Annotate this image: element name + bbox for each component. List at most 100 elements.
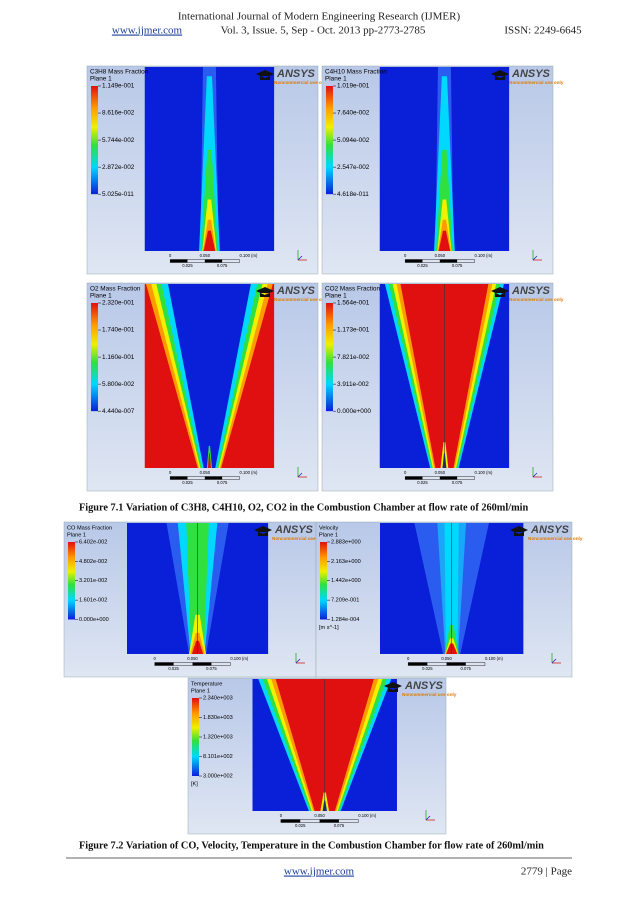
color-bar	[320, 542, 327, 620]
scale-label: 0.025	[295, 823, 306, 828]
legend-label: 2.163e+000	[331, 559, 361, 565]
scale-bar	[280, 819, 301, 823]
scale-bar	[405, 259, 423, 263]
scale-label: 0.025	[422, 666, 433, 671]
legend-label: 2.547e-002	[337, 164, 370, 171]
scale-label: 0.100 (m)	[474, 253, 493, 258]
scale-label: 0.100 (m)	[239, 470, 258, 475]
logo-note: Noncommercial use only	[509, 297, 564, 302]
header-volume: Vol. 3, Issue. 5, Sep - Oct. 2013 pp-277…	[221, 25, 426, 37]
legend-label: 1.601e-002	[79, 598, 107, 604]
legend-label: 1.173e-001	[337, 327, 370, 334]
legend-label: 1.564e-001	[337, 300, 370, 307]
color-bar	[68, 542, 75, 620]
legend-label: 7.821e-002	[337, 354, 370, 361]
legend-label: 1.442e+000	[331, 578, 361, 584]
legend-label: 8.616e-002	[102, 110, 135, 117]
legend-label: 2.872e-002	[102, 164, 135, 171]
legend-label: 2.320e-001	[102, 300, 135, 307]
legend-title: Plane 1	[325, 293, 347, 300]
scale-label: 0.100 (m)	[230, 656, 249, 661]
scale-label: 0.100 (m)	[485, 656, 504, 661]
scale-bar	[439, 476, 458, 480]
legend-title: CO2 Mass Fraction	[325, 286, 380, 293]
contour-band	[168, 284, 251, 468]
scale-label: 0	[169, 253, 172, 258]
logo-hat	[256, 287, 274, 297]
legend-label: 4.618e-011	[337, 191, 369, 198]
scale-label: 0	[154, 656, 157, 661]
legend-title: C4H10 Mass Fraction	[325, 69, 387, 76]
legend-label: 1.320e+003	[203, 734, 233, 740]
scale-label: 0.075	[217, 263, 228, 268]
scale-label: 0	[280, 813, 283, 818]
legend-title: O2 Mass Fraction	[90, 286, 141, 293]
scale-bar-outline	[169, 259, 240, 263]
legend-title: CO Mass Fraction	[67, 525, 112, 531]
scale-label: 0.025	[182, 263, 193, 268]
contour-band	[207, 453, 211, 468]
legend-title: Plane 1	[191, 688, 210, 694]
logo-hat	[254, 526, 272, 536]
scale-label: 0.075	[461, 666, 472, 671]
scale-label: 0.050	[435, 253, 446, 258]
scale-bar-outline	[407, 662, 486, 666]
logo-hat	[256, 70, 274, 80]
legend-label: 5.744e-002	[102, 137, 135, 144]
scale-bar-outline	[169, 476, 240, 480]
legend-label: 1.149e-001	[102, 83, 135, 90]
logo-note: Noncommercial use only	[274, 297, 329, 302]
legend-title: Plane 1	[90, 293, 112, 300]
color-bar	[192, 698, 199, 776]
logo-brand: ANSYS	[530, 524, 570, 536]
triad-z	[532, 255, 538, 261]
scale-label: 0	[404, 470, 407, 475]
logo-note: Noncommercial use only	[272, 536, 327, 541]
scale-label: 0.025	[417, 263, 428, 268]
scale-bar-outline	[404, 259, 475, 263]
scale-bar-outline	[154, 662, 231, 666]
logo-note: Noncommercial use only	[509, 80, 564, 85]
scale-label: 0.025	[182, 480, 193, 485]
logo-note: Noncommercial use only	[528, 536, 583, 541]
page-number: 2779 | Page	[521, 866, 572, 878]
triad-z	[551, 658, 557, 664]
footer-website[interactable]: www.ijmer.com	[284, 866, 355, 878]
legend-label: 7.209e-001	[331, 598, 359, 604]
scale-label: 0.050	[441, 656, 452, 661]
legend-label: 1.740e-001	[102, 327, 135, 334]
logo-hat	[491, 70, 509, 80]
legend-label: 1.160e-001	[102, 354, 135, 361]
scale-label: 0.050	[200, 253, 211, 258]
legend-label: 6.402e-002	[79, 539, 107, 545]
triad-z	[297, 472, 303, 478]
scale-label: 0.025	[417, 480, 428, 485]
logo-hat	[491, 287, 509, 297]
scale-label: 0.050	[435, 470, 446, 475]
scale-bar	[154, 662, 174, 666]
legend-label: 5.025e-011	[102, 191, 134, 198]
scale-label: 0.050	[200, 470, 211, 475]
legend-title: Plane 1	[90, 76, 112, 83]
scale-label: 0.100 (m)	[358, 813, 377, 818]
legend-title: C3H8 Mass Fraction	[90, 69, 149, 76]
scale-label: 0.075	[206, 666, 217, 671]
journal-title: International Journal of Modern Engineer…	[178, 11, 461, 23]
triad-z	[425, 815, 431, 821]
scale-label: 0.050	[314, 813, 325, 818]
scale-bar	[408, 662, 428, 666]
scale-label: 0.025	[168, 666, 179, 671]
legend-label: 4.802e-002	[79, 559, 107, 565]
logo-note: Noncommercial use only	[402, 692, 457, 697]
header-issn: ISSN: 2249-6645	[504, 25, 582, 37]
header-website[interactable]: www.ijmer.com	[112, 25, 183, 37]
triad-z	[297, 255, 303, 261]
scale-label: 0.075	[217, 480, 228, 485]
color-bar	[91, 86, 98, 195]
scale-bar	[170, 259, 188, 263]
